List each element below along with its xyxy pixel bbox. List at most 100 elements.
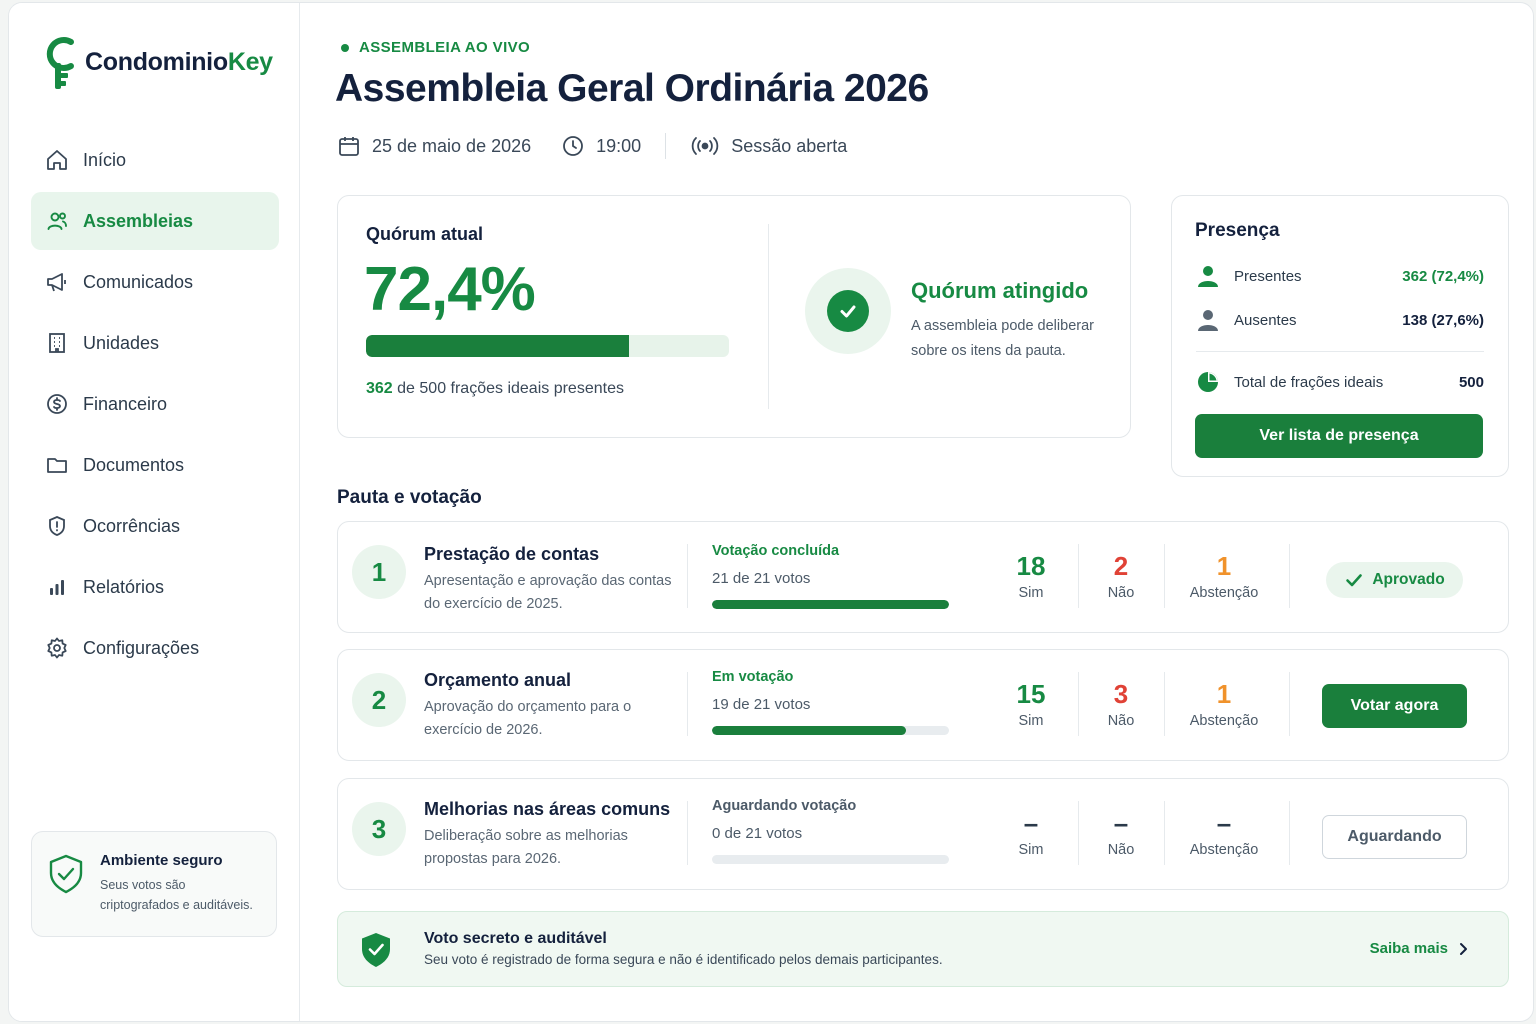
vote-now-button[interactable]: Votar agora <box>1322 684 1467 728</box>
sidebar-item-assembleias[interactable]: Assembleias <box>31 192 279 250</box>
sidebar-item-label: Início <box>83 149 127 170</box>
quorum-label: Quórum atual <box>366 224 484 244</box>
agenda-item-title: Orçamento anual <box>424 670 572 690</box>
presence-divider <box>1196 351 1484 352</box>
column-divider <box>1164 801 1165 865</box>
agenda-item-title: Prestação de contas <box>424 544 600 564</box>
tally-no: – Não <box>1107 808 1135 858</box>
column-divider <box>1164 672 1165 736</box>
presence-card: Presença Presentes 362 (72,4%) Ausentes … <box>1171 195 1509 477</box>
vote-status: Aguardando votação <box>712 798 857 814</box>
meta-divider <box>665 133 667 159</box>
sidebar-item-label: Configurações <box>83 637 200 658</box>
column-divider <box>1289 672 1290 736</box>
agenda-item: 3 Melhorias nas áreas comuns Deliberação… <box>337 778 1509 890</box>
meeting-time: 19:00 <box>596 135 642 156</box>
view-attendance-button[interactable]: Ver lista de presença <box>1195 414 1483 458</box>
quorum-ok-badge <box>805 268 891 354</box>
live-label: ASSEMBLEIA AO VIVO <box>359 39 531 56</box>
sidebar-item-unidades[interactable]: Unidades <box>31 314 279 372</box>
live-indicator: ASSEMBLEIA AO VIVO <box>341 39 530 56</box>
presence-row-total: Total de frações ideais 500 <box>1196 370 1484 394</box>
agenda-title: Pauta e votação <box>337 487 482 508</box>
vote-count: 21 de 21 votos <box>712 570 811 587</box>
meeting-meta: 25 de maio de 2026 19:00 Sessão aberta <box>337 133 847 159</box>
column-divider <box>687 672 688 736</box>
agenda-item-desc: Deliberação sobre as melhorias propostas… <box>424 828 628 867</box>
column-divider <box>687 801 688 865</box>
logo[interactable]: CondominioKey <box>43 33 273 91</box>
column-divider <box>687 544 688 608</box>
sidebar-item-label: Unidades <box>83 332 160 353</box>
agenda-number: 1 <box>352 545 406 599</box>
presence-row-present: Presentes 362 (72,4%) <box>1196 264 1484 288</box>
present-value: 362 (72,4%) <box>1402 267 1484 285</box>
agenda-item-desc: Apresentação e aprovação das contas do e… <box>424 573 672 612</box>
vote-progress-bar <box>712 726 949 735</box>
agenda-number: 3 <box>352 802 406 856</box>
tally-yes: – Sim <box>1018 808 1044 858</box>
brand-name: CondominioKey <box>85 47 273 76</box>
check-icon <box>1346 574 1363 587</box>
quorum-value: 72,4% <box>364 255 536 324</box>
calendar-icon <box>339 137 359 156</box>
agenda-number: 2 <box>352 673 406 727</box>
sidebar-item-label: Comunicados <box>83 271 194 292</box>
secret-vote-banner: Voto secreto e auditável Seu voto é regi… <box>337 911 1509 987</box>
sidebar-item-label: Ocorrências <box>83 515 181 536</box>
learn-more-link[interactable]: Saiba mais <box>1370 940 1468 957</box>
sidebar: CondominioKey Início Assembleias Comunic… <box>9 3 300 1021</box>
vote-count: 19 de 21 votos <box>712 696 811 713</box>
building-icon <box>49 333 65 353</box>
vote-progress-bar <box>712 855 949 864</box>
home-icon <box>47 150 67 170</box>
column-divider <box>1164 544 1165 608</box>
column-divider <box>1289 801 1290 865</box>
sidebar-item-documentos[interactable]: Documentos <box>31 436 279 494</box>
quorum-divider <box>768 224 769 409</box>
secure-environment-box: Ambiente seguro Seus votos são criptogra… <box>31 831 277 937</box>
tally-yes: 15 Sim <box>1016 679 1046 729</box>
tally-yes: 18 Sim <box>1016 551 1046 601</box>
shield-alert-icon <box>49 516 65 536</box>
megaphone-icon <box>47 273 66 292</box>
sidebar-item-financeiro[interactable]: Financeiro <box>31 375 279 433</box>
secure-text: Seus votos são criptografados e auditáve… <box>100 878 253 912</box>
page-title: Assembleia Geral Ordinária 2026 <box>335 67 929 110</box>
main-content: ASSEMBLEIA AO VIVO Assembleia Geral Ordi… <box>301 3 1533 1021</box>
quorum-card: Quórum atual 72,4% 362 de 500 frações id… <box>337 195 1131 438</box>
column-divider <box>1078 544 1079 608</box>
bar-chart-icon <box>50 580 64 595</box>
sidebar-item-ocorrencias[interactable]: Ocorrências <box>31 497 279 555</box>
sidebar-item-relatorios[interactable]: Relatórios <box>31 558 279 616</box>
app-window: CondominioKey Início Assembleias Comunic… <box>8 2 1534 1022</box>
vote-count: 0 de 21 votos <box>712 825 803 842</box>
sidebar-item-configuracoes[interactable]: Configurações <box>31 619 279 677</box>
sidebar-item-label: Relatórios <box>83 576 165 597</box>
sidebar-item-label: Documentos <box>83 454 185 475</box>
live-dot-icon <box>341 43 349 52</box>
vote-status: Votação concluída <box>712 543 840 559</box>
quorum-progress-bar <box>366 335 729 357</box>
quorum-note: 362 de 500 frações ideais presentes <box>366 380 624 397</box>
column-divider <box>1289 544 1290 608</box>
meeting-date: 25 de maio de 2026 <box>372 135 532 156</box>
agenda-item-desc: Aprovação do orçamento para o exercício … <box>424 699 632 738</box>
clock-icon <box>563 136 584 156</box>
column-divider <box>1078 672 1079 736</box>
tally-no: 2 Não <box>1107 551 1135 601</box>
folder-icon <box>47 458 67 473</box>
person-icon <box>1198 266 1218 287</box>
agenda-item-title: Melhorias nas áreas comuns <box>424 799 671 819</box>
sidebar-item-label: Financeiro <box>83 393 168 414</box>
key-logo-icon <box>46 37 74 89</box>
users-icon <box>47 212 67 230</box>
awaiting-button[interactable]: Aguardando <box>1322 815 1467 859</box>
total-value: 500 <box>1458 373 1484 391</box>
shield-check-icon <box>49 854 83 894</box>
agenda-item: 1 Prestação de contas Apresentação e apr… <box>337 521 1509 633</box>
secure-title: Ambiente seguro <box>100 852 223 869</box>
sidebar-item-comunicados[interactable]: Comunicados <box>31 253 279 311</box>
quorum-ok-text: A assembleia pode deliberar sobre os ite… <box>911 318 1094 359</box>
sidebar-item-inicio[interactable]: Início <box>31 131 279 189</box>
